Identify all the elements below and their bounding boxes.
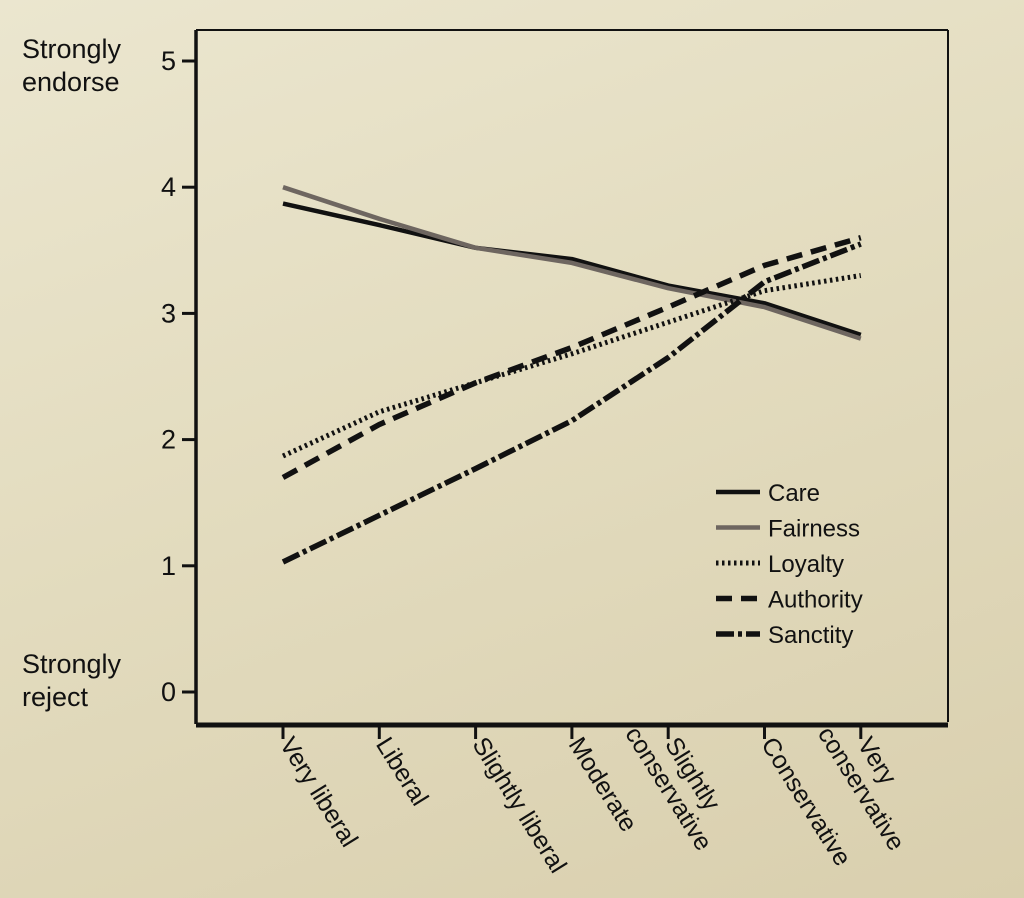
legend-label-sanctity: Sanctity — [768, 622, 853, 649]
y-tick-label: 5 — [161, 46, 176, 76]
series-line-sanctity — [281, 241, 862, 565]
legend-label-authority: Authority — [768, 587, 863, 614]
y-tick-label: 0 — [161, 677, 176, 707]
y-top-label: Strongly endorse — [22, 34, 122, 97]
series-line-care — [282, 201, 862, 338]
y-tick-label: 3 — [161, 298, 176, 328]
legend-label-loyalty: Loyalty — [768, 551, 844, 578]
series-line-fairness — [282, 185, 862, 341]
x-category-label: Liberal — [370, 732, 434, 810]
y-tick-label: 2 — [161, 425, 176, 455]
legend-label-care: Care — [768, 480, 820, 507]
x-category-label: Slightly liberal — [467, 732, 572, 878]
y-tick-label: 1 — [161, 551, 176, 581]
x-category-label: Slightlyconservative — [619, 707, 741, 856]
y-bottom-label: Strongly reject — [22, 649, 122, 712]
series-line-authority — [281, 235, 862, 480]
x-category-label: Very liberal — [274, 732, 363, 852]
y-tick-label: 4 — [161, 172, 176, 202]
series-line-loyalty — [281, 273, 862, 459]
legend-label-fairness: Fairness — [768, 516, 860, 543]
